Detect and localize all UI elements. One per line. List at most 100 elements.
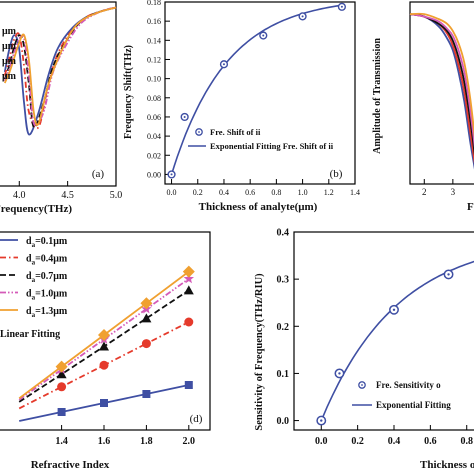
panel-d-point-5-2 xyxy=(98,328,110,341)
panel-a-tag: (a) xyxy=(92,168,105,180)
panel-d-point-3-2 xyxy=(99,341,109,351)
panel-d-legend-label-2: da=0.4μm xyxy=(26,254,68,267)
panel-d-point-2-1 xyxy=(57,382,67,392)
panel-d-point-1-3 xyxy=(142,390,151,398)
panel-d-xtick-label-0: 1.4 xyxy=(55,436,68,447)
panel-d-legend-sub-2: a xyxy=(32,259,36,267)
panel-b-axes: 0.00 0.02 0.04 0.06 0.08 0.10 0.12 0.14 0.16 0.18… xyxy=(147,0,360,197)
panel-d-point-1-2 xyxy=(100,399,108,407)
panel-c-xlabel: F xyxy=(467,201,474,213)
panel-e-xtick-label-3: 0.6 xyxy=(424,436,437,447)
panel-d-point-5-3 xyxy=(140,297,153,310)
panel-d-legend-value-1: =0.1μm xyxy=(35,236,68,247)
panel-e-points xyxy=(316,269,454,426)
panel-d-legend-label-5: da=1.3μm xyxy=(26,306,68,319)
panel-a-xlabel: Frequency(THz) xyxy=(0,203,72,215)
panel-e-ylabel: Sensitivity of Frequency(THz/RIU) xyxy=(254,273,265,431)
panel-b-xtick-label-2: 0.4 xyxy=(219,188,229,197)
panel-d-legend-sub-1: a xyxy=(32,241,36,249)
panel-e-ytick-label-3: 0.3 xyxy=(277,275,290,286)
panel-a-xtick-label-2: 5.0 xyxy=(110,190,123,201)
panel-b-legend-marker xyxy=(195,128,203,136)
panel-c-xtick-label-1: 3 xyxy=(451,187,456,197)
panel-e-legend-marker-dot xyxy=(361,384,363,386)
panel-a-series-1 xyxy=(3,6,117,136)
panel-a-xtick-label-1: 4.5 xyxy=(61,190,74,201)
panel-e-point-dot-3 xyxy=(447,273,450,276)
panel-d-point-5-1 xyxy=(55,360,68,373)
panel-e: 0.0 0.1 0.2 0.3 0.4 0.0 0.2 0.4 0.6 0.8 Fre. Sens… xyxy=(254,228,474,471)
panel-b-xlabel: Thickness of analyte(μm) xyxy=(199,201,318,213)
panel-a-legend: μm μm μm μm xyxy=(2,26,17,82)
panel-b-xtick-label-7: 1.4 xyxy=(350,188,360,197)
panel-b-xtick-label-5: 1.0 xyxy=(298,188,308,197)
panel-e-xtick-label-4: 0.8 xyxy=(460,436,473,447)
panel-d-legend-value-3: =0.7μm xyxy=(35,271,68,282)
panel-c-series-5 xyxy=(409,12,474,139)
panel-e-xtick-label-0: 0.0 xyxy=(315,436,328,447)
panel-d-legend-value-2: =0.4μm xyxy=(35,254,68,265)
panel-b-ytick-label-5: 0.10 xyxy=(147,75,161,84)
panel-d-point-1-4 xyxy=(184,381,193,389)
panel-c-series-2 xyxy=(409,13,474,164)
panel-d-point-3-4 xyxy=(183,285,194,295)
panel-e-xtick-label-2: 0.4 xyxy=(388,436,401,447)
panel-e-ytick-label-2: 0.2 xyxy=(277,322,290,333)
panel-b-ytick-label-9: 0.18 xyxy=(147,0,161,7)
panel-e-ytick-label-4: 0.4 xyxy=(277,228,290,239)
panel-d-point-2-3 xyxy=(141,339,151,349)
panel-a-x-ticks: 4.0 4.5 5.0 xyxy=(13,181,122,201)
panel-d-x-ticks: 1.4 1.6 1.8 2.0 xyxy=(55,425,195,447)
panel-d-legend-sub-3: a xyxy=(32,276,36,284)
panel-d-tag: (d) xyxy=(190,413,203,425)
panel-b-point-dot-5 xyxy=(340,5,343,8)
panel-a-series-5 xyxy=(3,6,117,126)
panel-e-fit-curve xyxy=(320,260,474,421)
panel-e-legend: Fre. Sensitivity o Exponential Fitting xyxy=(352,380,451,410)
panel-b-legend-points: Fre. Shift of ii xyxy=(210,127,261,137)
panel-e-point-dot-2 xyxy=(392,308,396,311)
panel-e-legend-marker xyxy=(358,381,366,389)
panel-b: 0.00 0.02 0.04 0.06 0.08 0.10 0.12 0.14 0.16 0.18… xyxy=(123,0,360,213)
panel-d-series xyxy=(18,265,195,422)
panel-a-series xyxy=(3,6,117,136)
panel-d-legend-fit: Linear Fitting xyxy=(0,329,60,340)
panel-b-point-dot-1 xyxy=(183,115,186,118)
panel-a-legend-1: μm xyxy=(2,26,17,37)
panel-b-ytick-label-3: 0.06 xyxy=(147,113,161,122)
panel-e-xlabel: Thickness of ana xyxy=(420,459,474,471)
panel-b-ytick-label-1: 0.02 xyxy=(147,151,161,160)
panel-d-legend-value-4: =1.0μm xyxy=(35,289,68,300)
panel-e-point-dot-0 xyxy=(320,419,323,422)
panel-e-legend-fit: Exponential Fitting xyxy=(376,400,451,410)
panel-d-legend-sub-4: a xyxy=(32,294,36,302)
panel-d-point-2-2 xyxy=(99,360,109,370)
panel-b-point-dot-3 xyxy=(262,34,265,37)
panel-b-point-dot-0 xyxy=(170,173,173,176)
panel-c-ylabel: Amplitude of Transmission xyxy=(372,38,383,154)
panel-d-point-5-4 xyxy=(182,265,195,278)
panel-b-fit-curve xyxy=(170,4,343,175)
panel-d-point-4-4 xyxy=(183,273,194,284)
panel-b-xtick-label-1: 0.2 xyxy=(193,188,203,197)
panel-b-ytick-label-4: 0.08 xyxy=(147,94,161,103)
panel-b-ytick-label-7: 0.14 xyxy=(147,36,161,45)
panel-a-legend-2: μm xyxy=(2,41,17,52)
panel-b-legend-marker-dot xyxy=(198,131,200,133)
panel-a-xtick-label-0: 4.0 xyxy=(13,190,26,201)
panel-d-legend: da=0.1μm da=0.4μm da=0.7μm da=1.0μm da=1.3μm… xyxy=(0,236,68,340)
panel-d-legend-label-1: da=0.1μm xyxy=(26,236,68,249)
panel-b-legend: Fre. Shift of ii Exponential Fitting Fre… xyxy=(188,127,334,151)
panel-b-ytick-label-2: 0.04 xyxy=(147,132,161,141)
panel-d-xtick-label-2: 1.8 xyxy=(140,436,153,447)
panel-d-xtick-label-3: 2.0 xyxy=(183,436,196,447)
panel-b-legend-fit: Exponential Fitting Fre. Shift of ii xyxy=(210,141,334,151)
panel-d-legend-label-4: da=1.0μm xyxy=(26,289,68,302)
panel-b-xtick-label-4: 0.8 xyxy=(271,188,281,197)
panel-b-tag: (b) xyxy=(330,168,343,180)
panel-b-xtick-label-0: 0.0 xyxy=(167,188,177,197)
panel-d: da=0.1μm da=0.4μm da=0.7μm da=1.0μm da=1.3μm… xyxy=(0,231,211,471)
panel-b-points xyxy=(167,2,346,179)
